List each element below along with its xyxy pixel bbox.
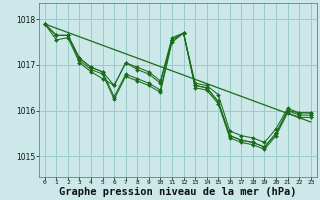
X-axis label: Graphe pression niveau de la mer (hPa): Graphe pression niveau de la mer (hPa) (59, 186, 297, 197)
